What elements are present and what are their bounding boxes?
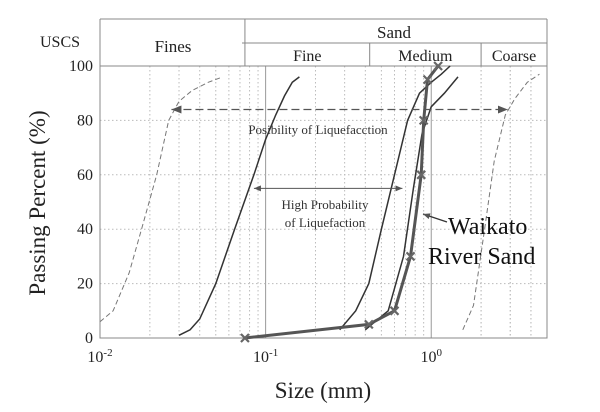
y-tick-label: 80	[77, 112, 93, 129]
data-point-stroke	[240, 333, 250, 343]
plot-area: Posibility of Liquefacction High Probabi…	[99, 61, 548, 343]
data-point-stroke	[389, 306, 400, 316]
data-point-stroke	[416, 170, 426, 180]
y-tick-label: 60	[77, 167, 93, 184]
series-boundary-line-3	[364, 76, 459, 331]
data-point-stroke	[405, 251, 416, 262]
uscs-label: USCS	[40, 34, 80, 51]
uscs-fines-label: Fines	[155, 37, 192, 56]
x-tick-label: 100	[420, 347, 442, 366]
series-boundary-line-4	[462, 73, 540, 331]
series-boundary-line-0	[99, 76, 223, 323]
y-tick-label: 40	[77, 221, 93, 238]
annotation-wide-band-label: Posibility of Liquefacction	[248, 122, 388, 137]
y-tick-labels: 0 20 40 60 80 100	[69, 58, 93, 347]
y-tick-label: 0	[85, 330, 93, 347]
y-axis-title: Passing Percent (%)	[25, 110, 50, 295]
annotation-narrow-band-label-2: of Liquefaction	[285, 215, 366, 230]
x-tick-label: 10-1	[253, 347, 278, 366]
annotations: Posibility of Liquefacction High Probabi…	[171, 105, 535, 270]
data-point	[389, 306, 400, 316]
data-point	[416, 170, 426, 180]
data-point	[405, 251, 416, 262]
y-tick-label: 20	[77, 276, 93, 293]
data-point-stroke	[433, 61, 443, 71]
data-point-stroke	[364, 319, 374, 330]
x-axis-title: Size (mm)	[275, 378, 371, 403]
series-group	[99, 61, 540, 343]
y-tick-label: 100	[69, 58, 93, 75]
series-boundary-line-1	[178, 76, 300, 336]
uscs-sand-medium-label: Medium	[398, 48, 453, 65]
uscs-sand-coarse-label: Coarse	[492, 48, 536, 65]
series-waikato-line	[244, 65, 440, 340]
data-point-stroke	[422, 74, 433, 85]
data-point	[364, 319, 374, 330]
data-point	[422, 74, 433, 85]
data-point	[433, 61, 443, 71]
uscs-sand-label: Sand	[377, 23, 412, 42]
uscs-header: USCS Fines Sand Fine Medium Coarse	[40, 18, 548, 66]
x-tick-labels: 10-2 10-1 100	[87, 347, 442, 366]
data-point-stroke	[418, 115, 429, 126]
annotation-narrow-band-label-1: High Probability	[281, 197, 369, 212]
series-boundary-line-2	[339, 65, 451, 331]
data-point	[240, 333, 250, 343]
arrow-sample-pointer	[422, 213, 448, 223]
data-point	[418, 115, 429, 126]
x-tick-label: 10-2	[87, 347, 112, 366]
plot-frame	[99, 65, 548, 339]
annotation-sample-label-2: River Sand	[428, 244, 535, 270]
annotation-sample-label-1: Waikato	[448, 214, 527, 240]
uscs-sand-fine-label: Fine	[293, 48, 321, 65]
